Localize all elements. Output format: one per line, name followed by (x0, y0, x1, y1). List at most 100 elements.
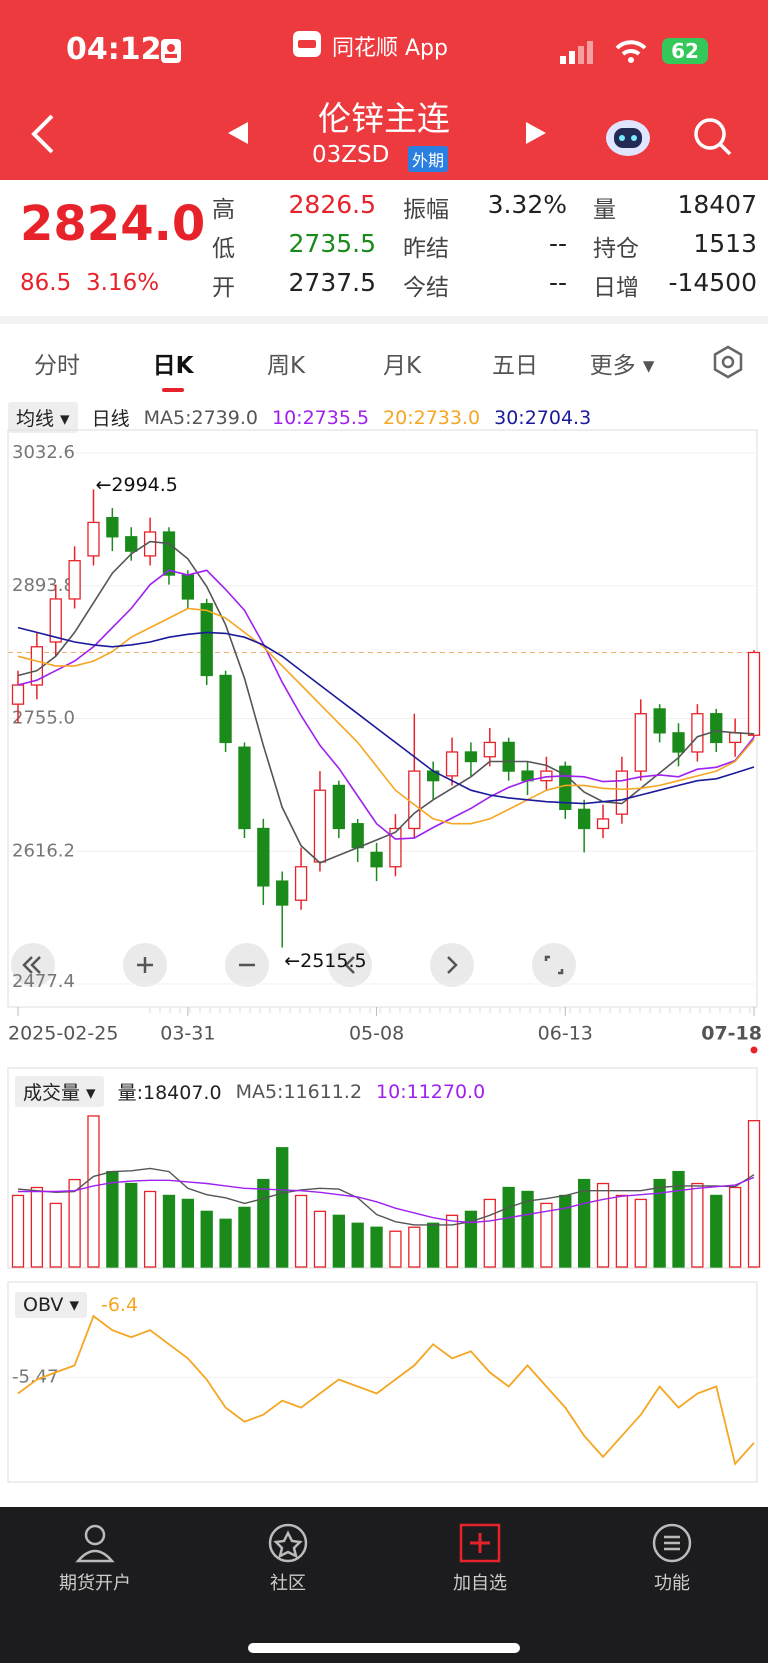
candle-body (351, 823, 364, 849)
period-tab[interactable]: 五日 (492, 353, 538, 379)
period-tab[interactable]: 周K (266, 353, 306, 379)
volume-bar (238, 1206, 251, 1268)
candle-body (483, 741, 496, 758)
indicator-select[interactable]: 均线 ▾ (8, 402, 78, 433)
contract-code: 03ZSD (312, 142, 390, 168)
field-value: 2826.5 (288, 190, 376, 219)
x-tick-label: 06-13 (538, 1023, 593, 1045)
step-right-button[interactable] (430, 943, 474, 987)
volume-bar (710, 1194, 723, 1268)
step-left-button[interactable] (328, 943, 372, 987)
back-button[interactable] (28, 112, 58, 156)
candle-body (691, 713, 704, 753)
volume-bar (389, 1230, 402, 1268)
candle-body (257, 827, 270, 887)
volume-bar (370, 1226, 383, 1268)
field-label: 今结 (403, 275, 449, 301)
fullscreen-button[interactable] (532, 943, 576, 987)
volume-bar (30, 1186, 44, 1268)
app-name: 同花顺 App (332, 36, 448, 61)
control-icons (22, 955, 564, 975)
volume-bar (427, 1222, 440, 1268)
candle-body (125, 536, 138, 552)
volume-bar (68, 1178, 81, 1268)
field-label: 振幅 (403, 197, 449, 223)
y-tick-label: 2477.4 (12, 971, 75, 992)
ma-line (17, 569, 755, 840)
field-value: 2735.5 (288, 229, 376, 258)
volume-bar (747, 1120, 761, 1268)
candle-body (502, 741, 515, 772)
period-tab[interactable]: 月K (382, 353, 422, 379)
price-change: 86.5 (20, 270, 72, 296)
ma-line (17, 626, 755, 805)
obv-frame (7, 1281, 758, 1483)
obv-select[interactable]: OBV ▾ (15, 1292, 87, 1318)
field-value: 18407 (677, 190, 757, 219)
volume-legend: 成交量 ▾ 量:18407.0 MA5:11611.2 10:11270.0 (15, 1076, 485, 1107)
candle-body (30, 646, 44, 686)
prev-button[interactable] (226, 120, 250, 146)
x-tick-label: 05-08 (349, 1023, 404, 1045)
high-annotation: ←2994.5 (95, 474, 177, 496)
wifi (615, 40, 647, 63)
candle-body (408, 770, 421, 830)
search-button[interactable] (692, 116, 734, 158)
obv-line (17, 1314, 755, 1466)
contract-title: 伦锌主连 (318, 99, 450, 138)
volume-select[interactable]: 成交量 ▾ (15, 1076, 104, 1107)
volume-bar (578, 1178, 591, 1268)
candle-body (332, 784, 345, 830)
volume-bar (294, 1194, 308, 1268)
period-tab[interactable]: 日K (152, 353, 194, 379)
last-price: 2824.0 (20, 196, 206, 252)
field-label: 昨结 (403, 236, 449, 262)
volume-bar (181, 1198, 194, 1268)
volume-bar (257, 1178, 270, 1268)
volume-bar (351, 1222, 364, 1268)
y-tick-label: 3032.6 (12, 442, 75, 463)
candle-body (559, 765, 572, 811)
next-button[interactable] (524, 120, 548, 146)
candle-body (276, 880, 289, 906)
candle-body (219, 674, 232, 744)
candle-body (294, 866, 308, 901)
id-icon (161, 39, 181, 63)
nav-item[interactable]: 社区 (270, 1573, 306, 1594)
nav-item[interactable]: 期货开户 (59, 1573, 131, 1594)
candle-body (49, 598, 62, 643)
nav-item[interactable]: 加自选 (453, 1573, 507, 1594)
legend-entry: 30:2704.3 (494, 406, 592, 429)
volume-bar (125, 1182, 138, 1268)
separator (0, 316, 768, 324)
volume-bar (162, 1194, 176, 1268)
volume-bar (445, 1214, 459, 1268)
volume-ma-line (17, 1167, 755, 1226)
period-tab[interactable]: 分时 (34, 353, 80, 379)
settings-button[interactable] (710, 344, 746, 380)
volume-bar (596, 1182, 610, 1268)
candle-body (200, 603, 213, 677)
period-label: 日线 (91, 408, 130, 430)
candle-body (728, 732, 742, 744)
volume-bar (219, 1218, 232, 1268)
obv-title: OBV (23, 1294, 64, 1316)
candle-body (653, 708, 666, 734)
candle-body (578, 808, 591, 830)
volume-bar (143, 1190, 157, 1268)
robot-button[interactable] (604, 114, 652, 158)
candle-body (596, 818, 610, 830)
candle-body (106, 517, 119, 538)
field-value: -- (548, 268, 567, 297)
y-tick-label: -5.47 (12, 1366, 59, 1387)
nav-item[interactable]: 功能 (654, 1573, 690, 1594)
candle-body (143, 531, 157, 557)
volume-bar (313, 1210, 327, 1268)
obv-current: -6.4 (100, 1294, 139, 1316)
candle-body (445, 751, 459, 777)
legend-entry: 10:11270.0 (376, 1080, 486, 1103)
period-tab[interactable]: 更多 ▾ (589, 353, 655, 379)
candle-body (634, 713, 647, 772)
signal (560, 41, 593, 64)
legend-entry: MA5:2739.0 (143, 406, 258, 429)
